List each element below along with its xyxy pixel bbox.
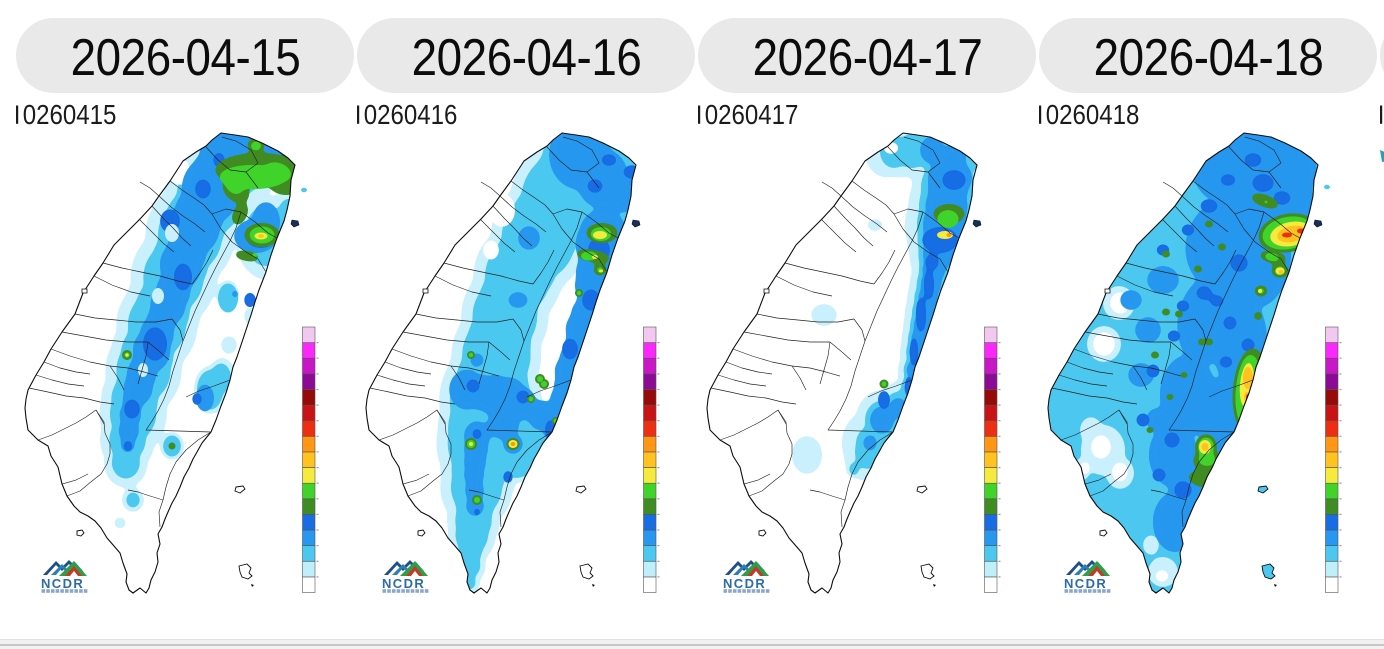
svg-text:0260416: 0260416 <box>364 101 458 131</box>
svg-text:0260417: 0260417 <box>705 101 799 131</box>
svg-text:NCDR: NCDR <box>1064 576 1107 591</box>
svg-text:0260415: 0260415 <box>23 101 117 131</box>
svg-text:NCDR: NCDR <box>382 576 425 591</box>
svg-text:NCDR: NCDR <box>723 576 766 591</box>
svg-text:NCDR: NCDR <box>41 576 84 591</box>
svg-text:0260418: 0260418 <box>1046 101 1140 131</box>
